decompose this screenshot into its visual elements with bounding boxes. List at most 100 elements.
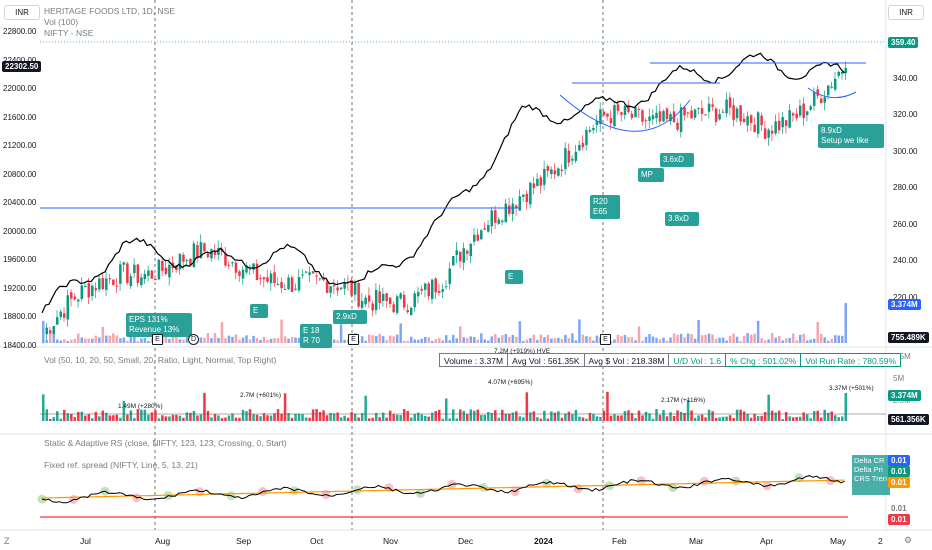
candle-body	[462, 248, 466, 263]
volume-bar	[798, 416, 802, 421]
time-axis-tick: Jul	[80, 536, 91, 546]
candle-body	[840, 71, 844, 74]
volume-bar	[262, 413, 266, 421]
candle-body	[192, 243, 196, 268]
candle-body	[185, 260, 189, 262]
candle-body	[45, 327, 49, 335]
volume-bar	[735, 409, 739, 421]
volume-bar	[269, 338, 273, 343]
candle-body	[129, 276, 133, 287]
rs-legend-item: Delta CR	[854, 456, 885, 465]
volume-bar	[199, 414, 203, 421]
volume-bar	[290, 337, 294, 343]
candle-body	[161, 261, 164, 271]
candle-body	[735, 108, 739, 119]
volume-bar	[529, 338, 532, 343]
rs-pane-title: Static & Adaptive RS (close, NIFTY, 123,…	[44, 438, 287, 448]
time-axis-tick: Sep	[236, 536, 252, 546]
volume-bar	[830, 338, 833, 343]
volume-bar	[318, 412, 322, 421]
volume-bar	[599, 416, 602, 421]
candle-body	[571, 158, 574, 161]
candle-body	[707, 103, 711, 112]
volume-bar	[168, 416, 171, 421]
volume-bar	[374, 335, 378, 343]
volume-bar	[164, 336, 168, 343]
volume-bar	[655, 409, 658, 421]
volume-bar	[171, 414, 175, 421]
volume-bar	[126, 340, 129, 343]
left-axis-tick: 20800.00	[3, 169, 37, 179]
volume-bar	[522, 340, 525, 343]
time-axis-tick: Feb	[612, 536, 627, 546]
callout-box: EPS 131% Revenue 13%	[126, 313, 192, 337]
candle-body	[210, 249, 213, 259]
volume-bar	[413, 339, 416, 343]
candle-body	[388, 297, 392, 304]
settings-gear-icon[interactable]: ⚙	[904, 535, 913, 545]
candle-body	[742, 118, 746, 123]
volume-bar	[105, 335, 108, 343]
volume-bar	[490, 336, 494, 343]
candle-body	[490, 210, 494, 227]
volume-bar	[753, 413, 756, 421]
candle-body	[182, 254, 185, 262]
symbol-title: HERITAGE FOODS LTD, 1D, NSE	[44, 6, 175, 16]
volume-bar	[248, 339, 252, 343]
candle-body	[774, 121, 777, 134]
zoom-icon[interactable]: Z	[4, 536, 10, 546]
candle-body	[578, 144, 581, 151]
candle-body	[217, 247, 220, 255]
volume-bar	[756, 416, 760, 421]
volume-bar	[515, 411, 518, 421]
volume-bar	[441, 418, 444, 421]
candle-body	[245, 265, 248, 273]
volume-bar	[665, 340, 669, 343]
volume-bar	[434, 411, 437, 421]
volume-bar	[553, 338, 557, 343]
callout-box: E 18 R 70	[300, 324, 332, 348]
volume-bar	[154, 410, 157, 421]
volume-bar	[546, 334, 550, 343]
volume-bar	[749, 417, 753, 421]
callout-box: 3.8xD	[665, 212, 699, 226]
volume-bar	[497, 337, 501, 343]
time-axis-tick: Oct	[310, 536, 324, 546]
candle-body	[308, 272, 311, 275]
volume-bar	[119, 417, 122, 421]
currency-right-button[interactable]: INR	[888, 5, 924, 20]
volume-bar	[452, 409, 455, 421]
left-axis-tick: 20400.00	[3, 198, 37, 207]
volume-bar	[539, 334, 543, 343]
volume-bar	[262, 336, 266, 343]
candle-body	[73, 296, 77, 300]
volume-bar	[94, 411, 98, 421]
volume-bar	[217, 415, 220, 421]
volume-bar	[115, 414, 119, 421]
candle-body	[518, 196, 522, 211]
volume-bar	[672, 415, 676, 421]
volume-bar	[781, 340, 784, 343]
volume-bar	[760, 415, 763, 421]
callout-text: E65	[593, 207, 608, 216]
volume-bar	[84, 338, 87, 343]
volume-bar	[494, 410, 497, 421]
earnings-marker: E	[152, 334, 163, 345]
volume-bar	[515, 336, 518, 343]
currency-left-button[interactable]: INR	[4, 5, 40, 20]
candle-body	[623, 105, 627, 115]
callout-text: R 70	[303, 336, 320, 345]
candle-body	[441, 289, 444, 292]
volume-bar	[739, 409, 742, 421]
volume-bar	[360, 413, 364, 421]
volume-bar	[105, 412, 108, 421]
volume-bar	[231, 413, 234, 421]
volume-bar	[483, 339, 487, 343]
candle-body	[805, 111, 809, 116]
volume-bar	[812, 411, 816, 421]
candle-body	[66, 295, 70, 320]
volume-bar	[308, 417, 311, 421]
callout-text: 8.9xD	[821, 126, 842, 135]
volume-bar	[378, 333, 381, 343]
